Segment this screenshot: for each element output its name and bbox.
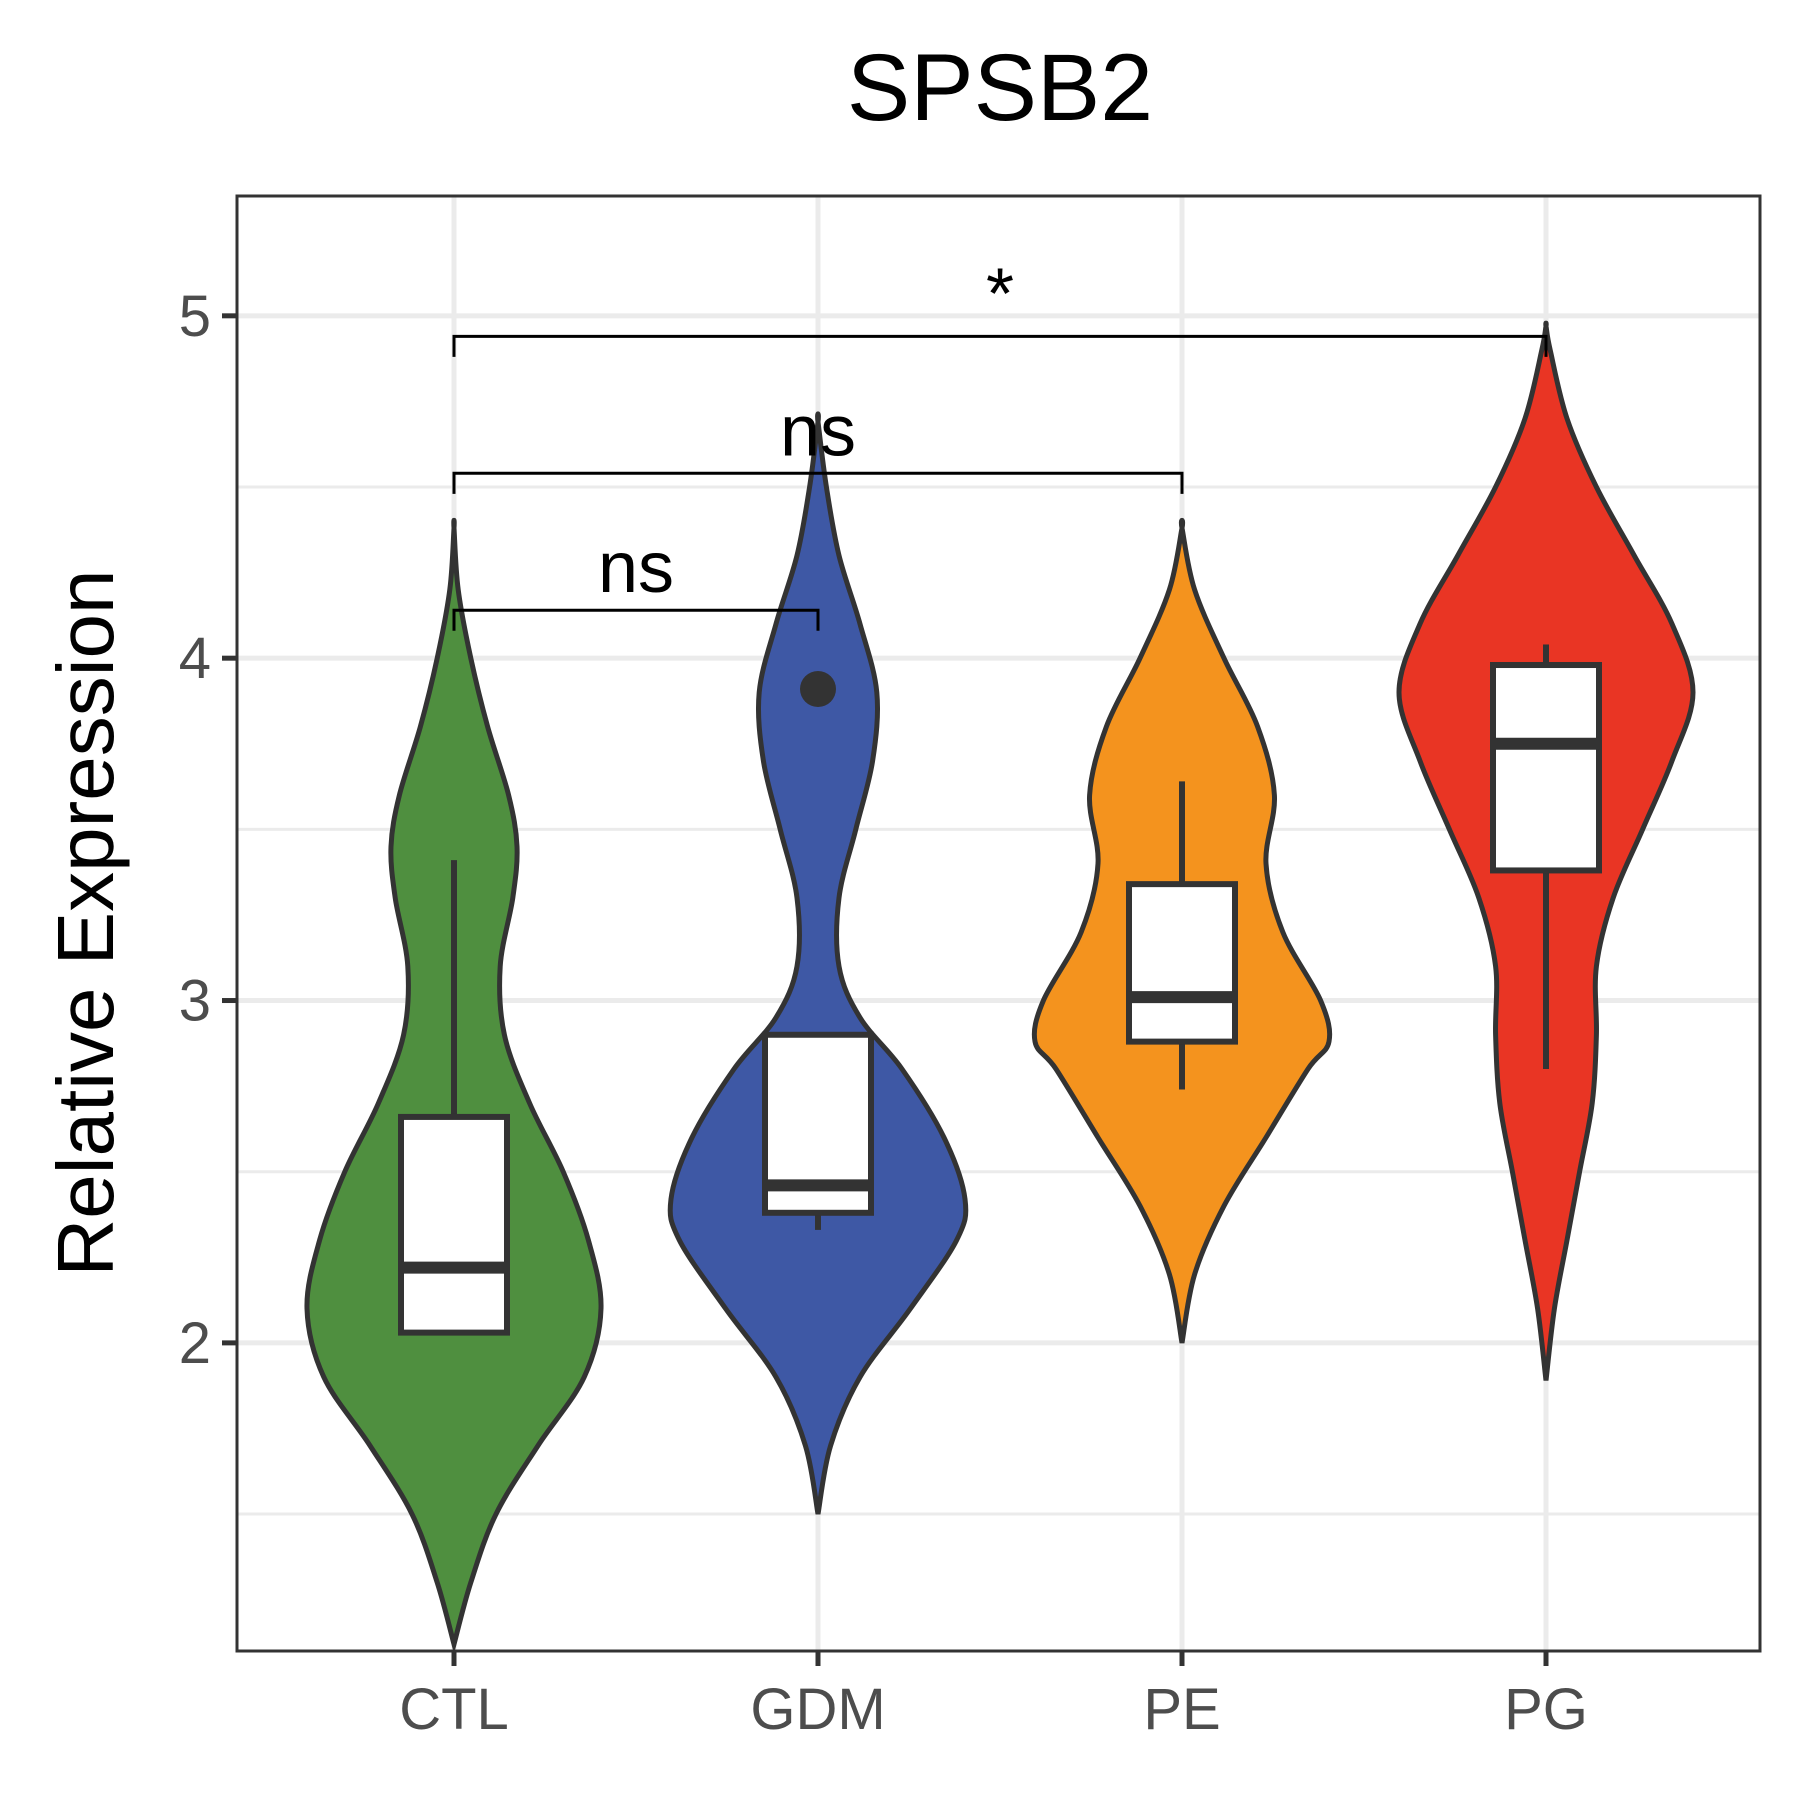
boxplots (398, 644, 1602, 1336)
significance-brackets: ns ns * (452, 254, 1548, 631)
significance-label: ns (780, 391, 856, 471)
y-tick-label: 3 (179, 969, 211, 1034)
y-axis-title: Relative Expression (41, 570, 130, 1277)
bracket-ctl-gdm (452, 608, 820, 631)
chart-title: SPSB2 (847, 35, 1153, 141)
boxplot-pe (1126, 781, 1238, 1090)
x-tick-label-gdm: GDM (750, 1677, 885, 1742)
panel-border (235, 194, 1762, 1653)
boxplot-gdm (762, 670, 874, 1230)
boxplot-pg (1490, 644, 1602, 1069)
significance-label: ns (598, 528, 674, 608)
boxplot-ctl (398, 860, 510, 1336)
x-tick-label-ctl: CTL (399, 1677, 509, 1742)
x-tick-label-pe: PE (1143, 1677, 1220, 1742)
violin-gdm (667, 411, 969, 1515)
outlier-point (800, 670, 836, 707)
box-iqr (398, 1113, 510, 1336)
bracket-ctl-pg (452, 334, 1548, 357)
x-tick-label-pg: PG (1504, 1677, 1588, 1742)
violins (304, 320, 1696, 1654)
axes: 2 3 4 5 CTL GDM PE PG (179, 284, 1588, 1742)
significance-label: * (986, 254, 1014, 334)
y-tick-label: 4 (179, 626, 211, 691)
box-iqr (1126, 881, 1238, 1045)
y-tick-label: 2 (179, 1311, 211, 1376)
box-iqr (1490, 662, 1602, 874)
y-tick-label: 5 (179, 284, 211, 349)
bracket-ctl-pe (452, 471, 1184, 494)
